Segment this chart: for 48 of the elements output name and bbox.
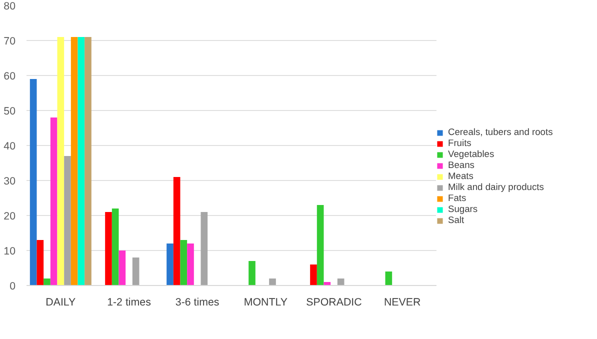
bar [105, 212, 112, 286]
bar [57, 37, 64, 286]
bar [310, 264, 317, 286]
y-tick-label: 80 [4, 0, 16, 12]
legend-label: Beans [448, 160, 474, 170]
bar [248, 261, 256, 286]
y-tick-label: 10 [4, 246, 16, 258]
bar [385, 272, 392, 286]
bar [173, 177, 180, 286]
bar [187, 244, 194, 286]
bar [112, 208, 119, 286]
y-tick-label: 40 [4, 140, 16, 152]
y-tick-label: 20 [4, 210, 16, 222]
bar [30, 79, 37, 286]
y-tick-label: 60 [4, 70, 16, 82]
y-tick-label: 30 [4, 176, 16, 188]
bar [269, 278, 276, 286]
x-tick-label: 1-2 times [107, 296, 151, 308]
bar [166, 244, 174, 286]
y-tick-label: 0 [10, 280, 16, 292]
x-tick-label: NEVER [384, 296, 421, 308]
legend-label: Fats [448, 193, 468, 203]
bar [70, 37, 78, 286]
bar [64, 156, 71, 286]
x-tick-label: SPORADIC [306, 296, 362, 308]
bar [118, 250, 126, 286]
legend-label: Meats [448, 171, 474, 181]
y-tick-label: 70 [4, 36, 16, 48]
bar [180, 240, 188, 286]
x-tick-label: 3-6 times [175, 296, 220, 308]
x-tick-label: MONTLY [244, 296, 288, 308]
x-tick-label: DAILY [46, 296, 76, 308]
legend-label: Cereals, tubers and roots [448, 127, 553, 137]
legend-label: Sugars [448, 204, 478, 214]
bar [50, 118, 58, 286]
bar [316, 205, 324, 286]
bar [78, 37, 85, 286]
y-tick-label: 50 [4, 106, 16, 118]
legend-label: Salt [448, 215, 466, 225]
bar [44, 278, 50, 286]
legend-label: Fruits [448, 138, 472, 148]
bar [200, 212, 208, 286]
bar [337, 278, 344, 286]
bar [84, 37, 92, 286]
legend-label: Vegetables [448, 149, 494, 159]
legend-label: Milk and dairy products [448, 182, 544, 192]
bar [132, 258, 140, 286]
bar [36, 240, 44, 286]
